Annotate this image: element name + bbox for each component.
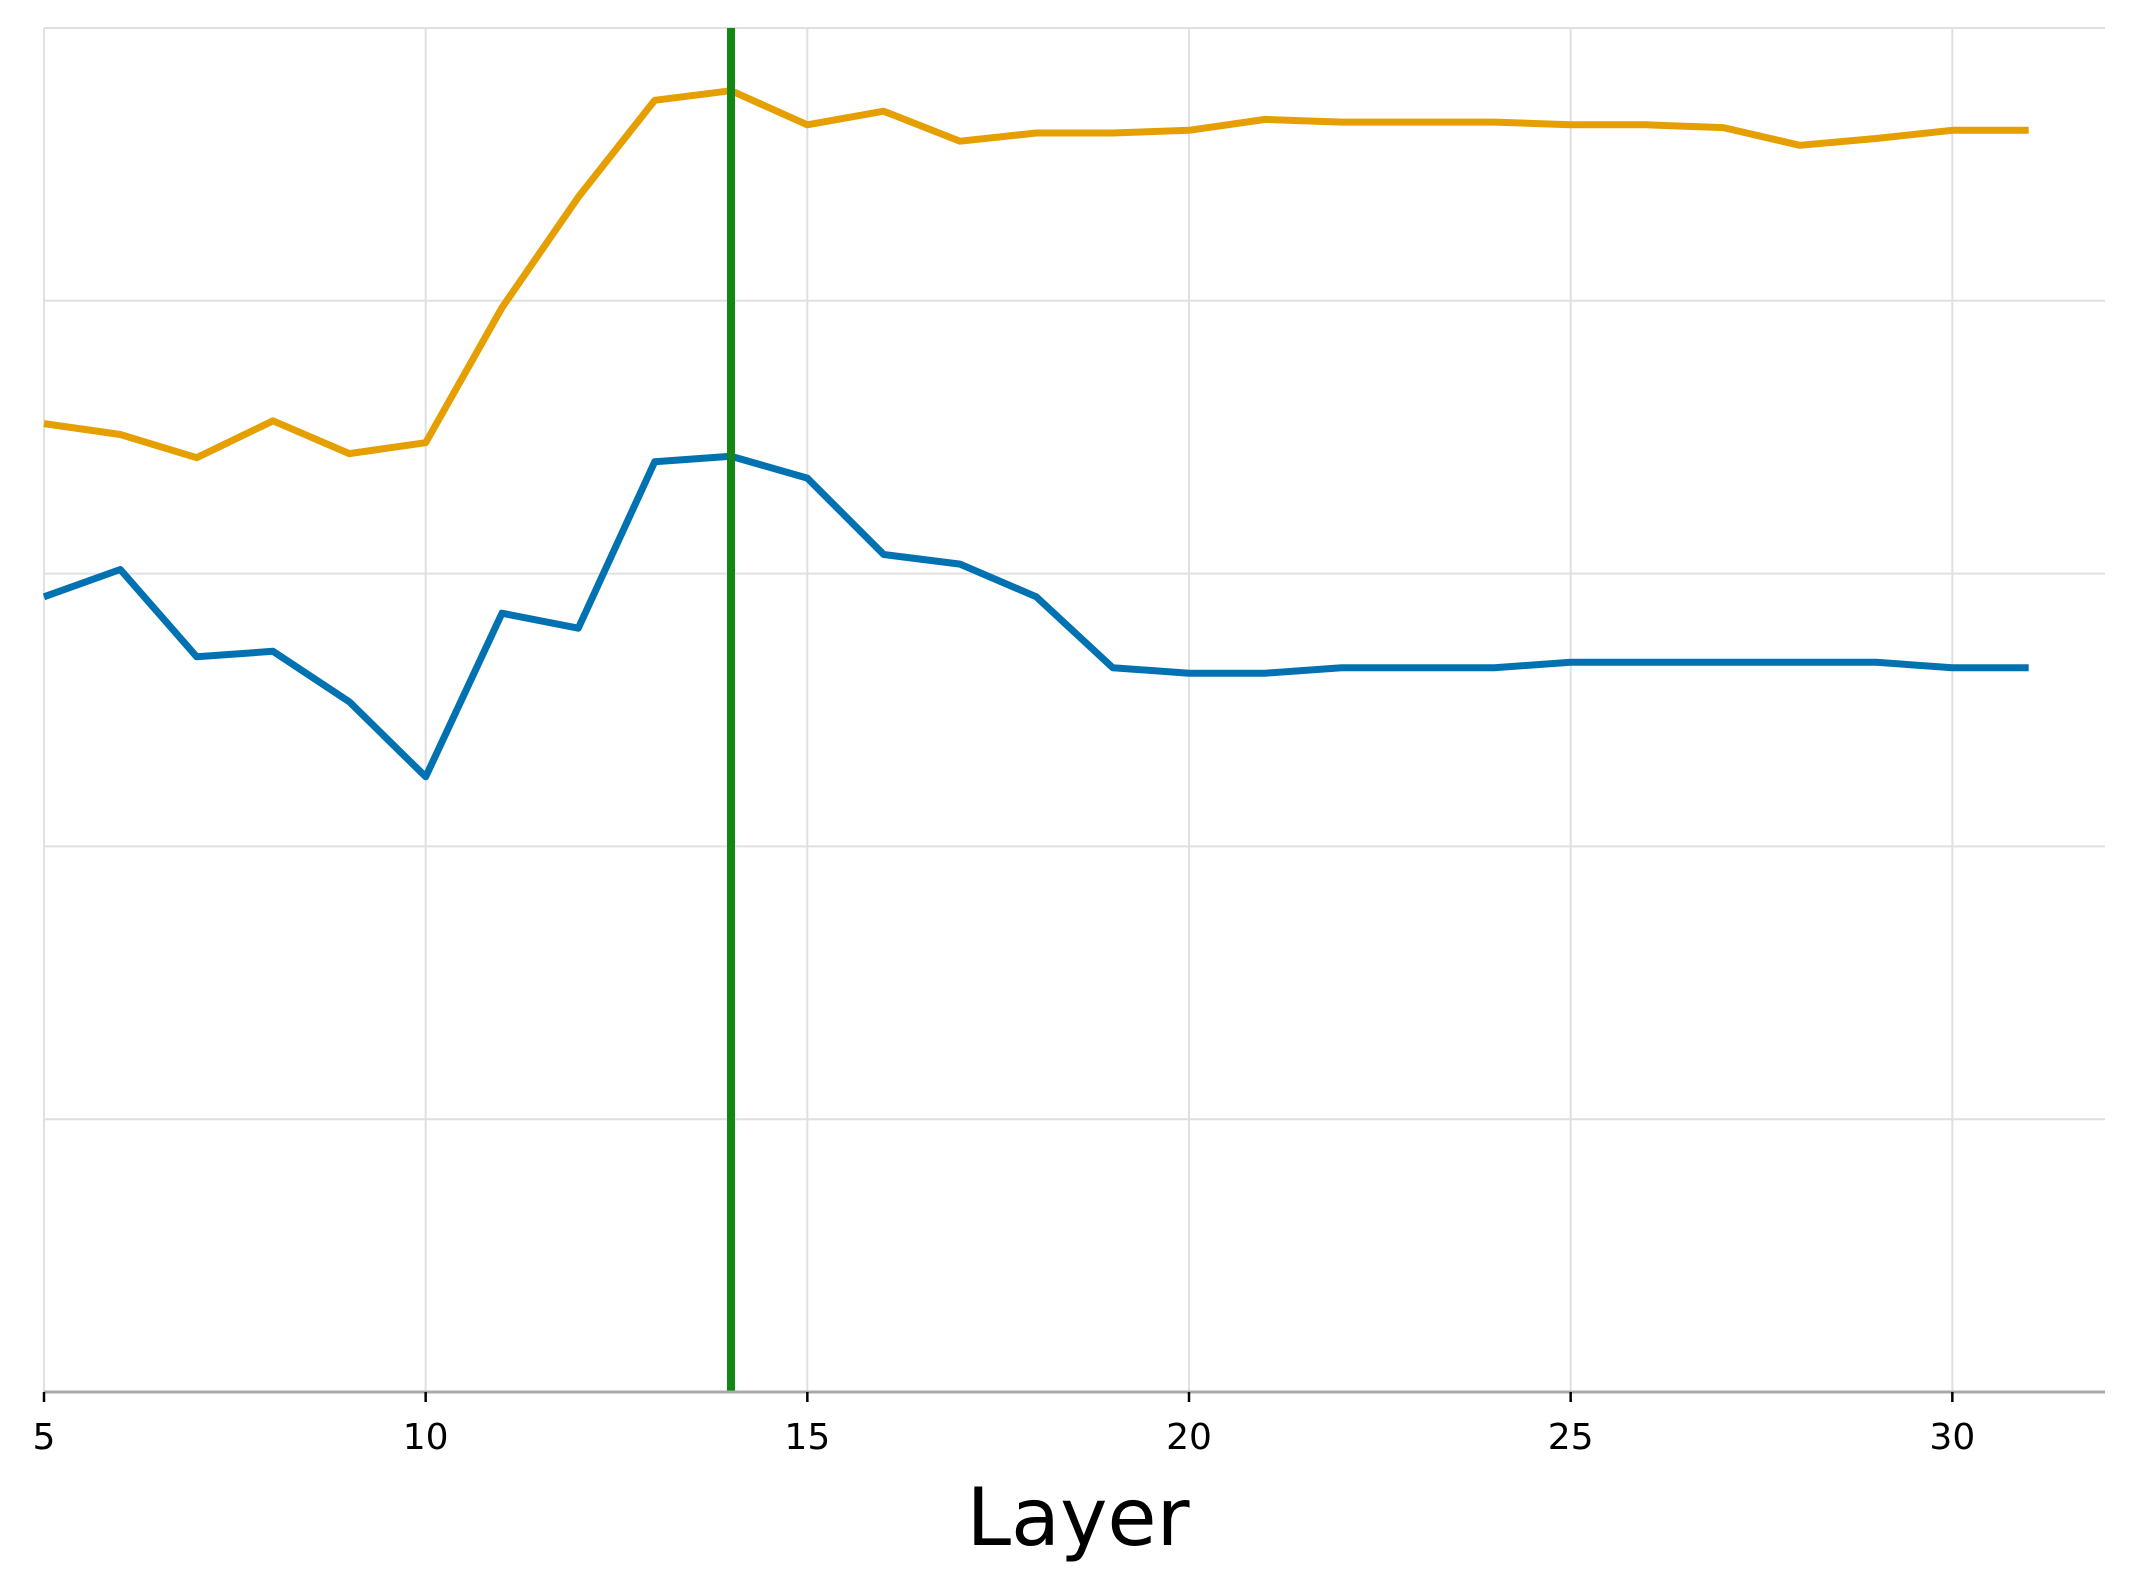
series-line-1 bbox=[43, 87, 2029, 462]
series-lines bbox=[42, 87, 2029, 781]
x-tick-label: 30 bbox=[1929, 1417, 1975, 1458]
x-axis: 5 10 15 20 25 30 bbox=[33, 1390, 2105, 1458]
x-tick-label: 20 bbox=[1166, 1417, 1212, 1458]
x-axis-label: Layer bbox=[966, 1471, 1189, 1564]
series-line-2 bbox=[42, 452, 2029, 781]
x-tick-label: 5 bbox=[33, 1417, 56, 1458]
x-tick-label: 15 bbox=[784, 1417, 830, 1458]
x-tick-label: 10 bbox=[403, 1417, 449, 1458]
x-tick-label: 25 bbox=[1548, 1417, 1594, 1458]
